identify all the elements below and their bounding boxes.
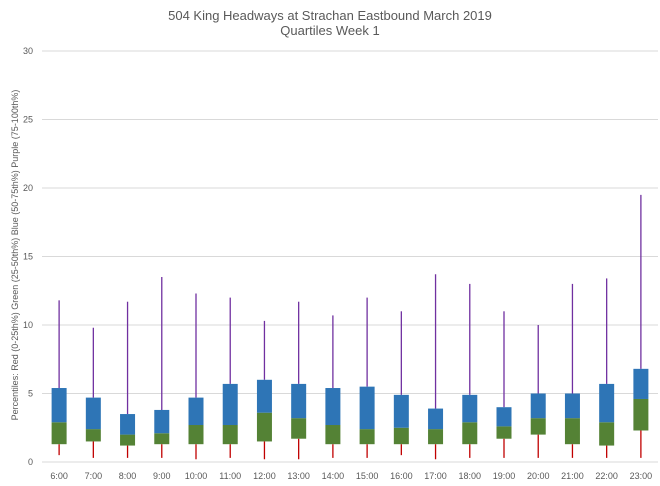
box-1400 — [325, 315, 341, 458]
box-2200 — [599, 278, 615, 458]
box-lower-quartile — [291, 418, 307, 439]
box-700 — [85, 327, 101, 458]
box-lower-quartile — [496, 426, 512, 439]
x-tick-label: 12:00 — [253, 471, 276, 481]
box-upper-quartile — [428, 408, 444, 430]
box-1200 — [256, 320, 272, 460]
x-tick-label: 20:00 — [527, 471, 550, 481]
x-tick-label: 17:00 — [424, 471, 447, 481]
box-lower-quartile — [462, 422, 478, 445]
y-axis-label: Percentiles: Red (0-25th%) Green (25-50t… — [10, 90, 20, 421]
x-tick-label: 10:00 — [185, 471, 208, 481]
box-lower-quartile — [85, 429, 101, 442]
x-tick-label: 14:00 — [322, 471, 345, 481]
x-tick-label: 23:00 — [630, 471, 653, 481]
x-tick-label: 11:00 — [219, 471, 241, 481]
x-tick-label: 9:00 — [153, 471, 171, 481]
box-upper-quartile — [188, 397, 204, 426]
y-tick-label: 30 — [23, 46, 33, 56]
box-lower-quartile — [188, 425, 204, 445]
y-axis-ticks: 0 5 10 15 20 25 30 — [23, 46, 33, 467]
y-tick-label: 5 — [28, 389, 33, 399]
box-1000 — [188, 293, 204, 460]
x-tick-label: 13:00 — [287, 471, 310, 481]
box-lower-quartile — [256, 412, 272, 442]
box-upper-quartile — [222, 383, 238, 426]
chart-title: 504 King Headways at Strachan Eastbound … — [168, 8, 492, 23]
x-tick-label: 8:00 — [119, 471, 137, 481]
box-1300 — [291, 301, 307, 460]
box-upper-quartile — [120, 414, 136, 435]
y-tick-label: 0 — [28, 457, 33, 467]
y-tick-label: 25 — [23, 115, 33, 125]
x-tick-label: 15:00 — [356, 471, 379, 481]
box-lower-quartile — [154, 433, 170, 445]
box-lower-quartile — [599, 422, 615, 446]
gridlines — [42, 50, 658, 463]
box-2300 — [633, 194, 649, 458]
box-2100 — [564, 283, 580, 458]
y-tick-label: 15 — [23, 252, 33, 262]
box-lower-quartile — [120, 434, 136, 446]
box-upper-quartile — [633, 368, 649, 399]
box-lower-quartile — [564, 418, 580, 445]
box-lower-quartile — [325, 425, 341, 445]
y-tick-label: 10 — [23, 320, 33, 330]
box-upper-quartile — [325, 388, 341, 426]
box-1900 — [496, 311, 512, 458]
x-tick-label: 16:00 — [390, 471, 413, 481]
box-upper-quartile — [359, 386, 375, 430]
box-upper-quartile — [393, 394, 409, 428]
box-lower-quartile — [359, 429, 375, 445]
box-upper-quartile — [599, 383, 615, 423]
box-900 — [154, 277, 170, 458]
x-tick-label: 21:00 — [561, 471, 584, 481]
box-lower-quartile — [530, 418, 546, 435]
y-tick-label: 20 — [23, 183, 33, 193]
box-lower-quartile — [393, 427, 409, 445]
box-upper-quartile — [462, 394, 478, 423]
box-upper-quartile — [256, 379, 272, 413]
x-tick-label: 22:00 — [595, 471, 618, 481]
box-800 — [120, 301, 136, 458]
box-1800 — [462, 283, 478, 458]
box-lower-quartile — [633, 398, 649, 431]
box-1600 — [393, 311, 409, 456]
box-upper-quartile — [530, 393, 546, 419]
box-2000 — [530, 325, 546, 458]
box-lower-quartile — [222, 425, 238, 445]
box-600 — [51, 300, 67, 456]
x-tick-label: 6:00 — [50, 471, 68, 481]
box-upper-quartile — [564, 393, 580, 419]
box-1700 — [428, 274, 444, 460]
x-tick-label: 7:00 — [85, 471, 103, 481]
box-1100 — [222, 297, 238, 458]
box-upper-quartile — [85, 397, 101, 430]
box-series — [51, 194, 649, 460]
box-upper-quartile — [51, 388, 67, 423]
x-tick-label: 19:00 — [493, 471, 516, 481]
box-lower-quartile — [428, 429, 444, 445]
box-upper-quartile — [154, 409, 170, 434]
box-upper-quartile — [291, 383, 307, 419]
box-1500 — [359, 297, 375, 458]
box-lower-quartile — [51, 422, 67, 445]
x-tick-label: 18:00 — [459, 471, 482, 481]
chart-subtitle: Quartiles Week 1 — [280, 23, 380, 38]
x-axis-ticks: 6:00 7:00 8:00 9:00 10:00 11:00 12:00 13:00 14:0… — [50, 471, 652, 481]
box-upper-quartile — [496, 407, 512, 427]
